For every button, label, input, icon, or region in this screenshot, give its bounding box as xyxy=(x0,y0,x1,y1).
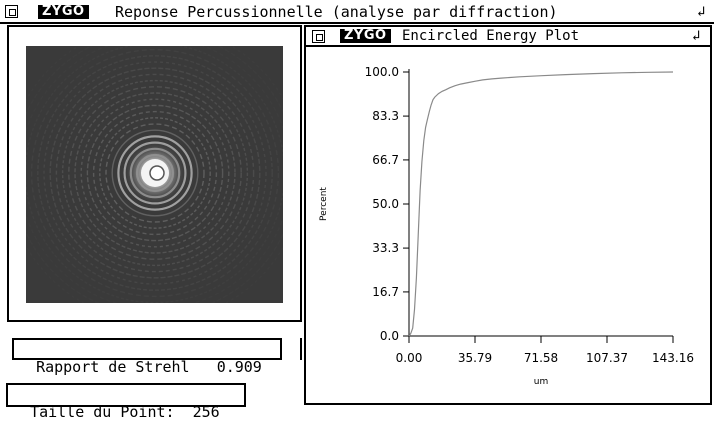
diffraction-ring xyxy=(61,79,249,267)
strehl-value: 0.909 xyxy=(216,358,262,376)
y-tick-label: 33.3 xyxy=(372,241,399,255)
x-tick-label: 0.00 xyxy=(396,351,423,365)
x-tick-label: 143.16 xyxy=(652,351,694,365)
main-window-titlebar[interactable]: ZYGO Reponse Percussionnelle (analyse pa… xyxy=(0,0,714,24)
diffraction-ring xyxy=(111,129,199,217)
y-tick-label: 100.0 xyxy=(365,65,399,79)
x-tick-label: 35.79 xyxy=(458,351,492,365)
window-menu-icon[interactable] xyxy=(5,5,18,18)
diffraction-ring xyxy=(117,135,193,211)
spot-size-value: 256 xyxy=(192,403,220,421)
x-axis-label: um xyxy=(534,377,548,387)
diffraction-ring xyxy=(105,123,205,223)
encircled-energy-window xyxy=(304,25,712,405)
diffraction-ring xyxy=(49,67,261,279)
strehl-label: Rapport de Strehl xyxy=(36,358,190,376)
diffraction-ring xyxy=(30,48,280,298)
diffraction-ring xyxy=(37,55,273,291)
diffraction-ring xyxy=(80,98,230,248)
encircled-energy-chart: 100.0 83.3 66.7 50.0 33.3 16.7 0.0 0.00 35.79 71… xyxy=(319,65,694,387)
field-edge xyxy=(300,338,306,360)
y-tick-label: 83.3 xyxy=(372,109,399,123)
x-tick-label: 107.37 xyxy=(586,351,628,365)
zygo-logo: ZYGO xyxy=(38,5,89,19)
spot-size-field: Taille du Point: 256 xyxy=(6,383,246,421)
y-tick-label: 16.7 xyxy=(372,285,399,299)
spot-size-label: Taille du Point: xyxy=(30,403,175,421)
psf-image xyxy=(6,24,304,322)
x-tick-label: 71.58 xyxy=(524,351,558,365)
diffraction-ring xyxy=(68,86,242,260)
diffraction-ring xyxy=(92,110,218,236)
plot-window-titlebar[interactable]: ZYGO Encircled Energy Plot ↲ xyxy=(306,27,710,47)
resize-icon[interactable]: ↲ xyxy=(697,4,706,20)
diffraction-ring xyxy=(74,92,236,254)
psf-image-canvas xyxy=(6,24,304,322)
plot-zygo-logo: ZYGO xyxy=(340,29,391,43)
strehl-ratio-field: Rapport de Strehl 0.909 xyxy=(12,338,282,376)
diffraction-ring xyxy=(43,61,267,285)
plot-window-title: Encircled Energy Plot xyxy=(402,28,580,44)
encircled-energy-curve xyxy=(408,71,674,337)
plot-resize-icon[interactable]: ↲ xyxy=(692,28,701,44)
y-axis-label: Percent xyxy=(319,187,329,221)
y-tick-label: 66.7 xyxy=(372,153,399,167)
y-tick-label: 0.0 xyxy=(380,329,399,343)
diffraction-ring xyxy=(55,73,255,273)
diffraction-ring xyxy=(86,104,224,242)
main-window-title: Reponse Percussionnelle (analyse par dif… xyxy=(115,3,558,21)
y-tick-label: 50.0 xyxy=(372,197,399,211)
diffraction-ring xyxy=(99,117,211,229)
plot-window-menu-icon[interactable] xyxy=(312,30,325,43)
